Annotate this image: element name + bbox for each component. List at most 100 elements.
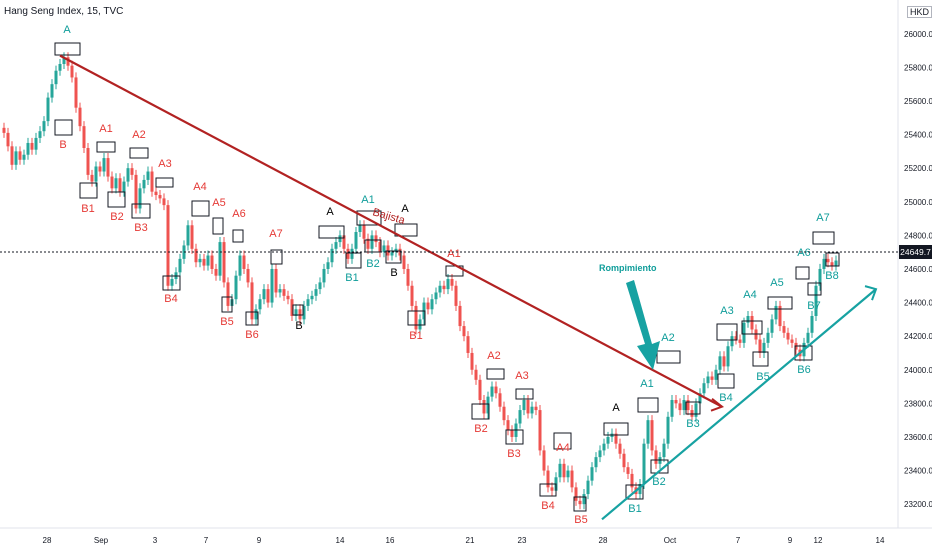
candle-body xyxy=(94,166,98,182)
candle-body xyxy=(114,178,118,189)
y-tick-label: 24400.0 xyxy=(904,299,932,308)
candle-body xyxy=(338,235,342,243)
candle-body xyxy=(26,142,30,155)
candle-body xyxy=(238,255,242,276)
wave-label: B4 xyxy=(164,293,177,305)
wave-label: B6 xyxy=(245,329,258,341)
candle-body xyxy=(362,225,366,239)
wave-label: A3 xyxy=(515,370,528,382)
candle-body xyxy=(406,268,410,286)
candle-body xyxy=(310,295,314,300)
x-tick-label: 9 xyxy=(788,536,793,545)
candle-body xyxy=(650,420,654,451)
candle-body xyxy=(822,258,826,269)
candle-body xyxy=(790,339,794,343)
candle-body xyxy=(578,500,582,505)
candle-body xyxy=(126,168,130,182)
candle-body xyxy=(498,393,502,407)
wave-box xyxy=(656,350,681,364)
candle-body xyxy=(430,299,434,310)
candle-body xyxy=(2,127,6,133)
candle-body xyxy=(322,268,326,283)
wave-box xyxy=(553,432,572,450)
annotation-boxes-layer xyxy=(54,42,840,512)
wave-box xyxy=(270,249,283,265)
wave-box xyxy=(162,275,181,291)
candle-body xyxy=(522,400,526,411)
wave-label: A xyxy=(326,206,334,218)
x-tick-label: 7 xyxy=(736,536,741,545)
wave-box xyxy=(825,252,840,267)
candle-body xyxy=(366,238,370,249)
wave-label: B3 xyxy=(134,222,147,234)
wave-box xyxy=(54,119,73,136)
alcista-trendline xyxy=(601,288,877,521)
candle-body xyxy=(682,400,686,411)
candle-body xyxy=(170,279,174,286)
rompimiento-label: Rompimiento xyxy=(599,263,657,273)
candle-body xyxy=(142,179,146,189)
candle-body xyxy=(718,356,722,370)
wave-label: A2 xyxy=(132,129,145,141)
wave-box xyxy=(292,304,304,316)
candle-body xyxy=(586,480,590,495)
wave-box xyxy=(155,177,174,188)
x-tick-label: 28 xyxy=(43,536,52,545)
candle-body xyxy=(254,309,258,320)
candle-body xyxy=(606,436,610,444)
wave-box xyxy=(232,229,244,243)
candle-body xyxy=(122,181,126,192)
candle-body xyxy=(82,126,86,148)
wave-box xyxy=(79,182,98,199)
candle-body xyxy=(154,191,158,196)
candle-body xyxy=(442,285,446,290)
wave-label: B1 xyxy=(628,503,641,515)
candle-body xyxy=(190,225,194,249)
candle-body xyxy=(714,369,718,380)
candle-body xyxy=(446,279,450,290)
candle-body xyxy=(246,268,250,283)
candle-body xyxy=(470,352,474,370)
wave-label: A2 xyxy=(661,332,674,344)
candle-body xyxy=(62,57,66,64)
candle-body xyxy=(206,255,210,266)
wave-box xyxy=(212,217,224,235)
candle-body xyxy=(710,376,714,380)
candle-body xyxy=(66,57,70,66)
x-axis: 28 Sep 3 7 9 14 16 21 23 28 Oct 7 9 12 14 xyxy=(0,527,932,545)
candles-layer xyxy=(2,52,838,510)
y-tick-label: 24000.0 xyxy=(904,366,932,375)
wave-label: B7 xyxy=(807,300,820,312)
chart-title: Hang Seng Index, 15, TVC xyxy=(4,6,124,17)
wave-label: B xyxy=(390,267,397,279)
wave-label: B3 xyxy=(686,418,699,430)
candle-body xyxy=(202,258,206,266)
wave-label: A1 xyxy=(99,123,112,135)
y-tick-label: 25000.0 xyxy=(904,198,932,207)
x-tick-label: 9 xyxy=(257,536,262,545)
candle-body xyxy=(374,235,378,243)
candle-body xyxy=(746,316,750,323)
candle-body xyxy=(670,400,674,417)
wave-box xyxy=(407,310,426,326)
wave-box xyxy=(96,141,116,153)
wave-box xyxy=(356,210,382,226)
candle-body xyxy=(678,403,682,411)
candle-body xyxy=(490,386,494,397)
wave-box xyxy=(767,296,793,310)
candle-body xyxy=(458,305,462,327)
candle-body xyxy=(318,282,322,290)
y-tick-label: 26000.0 xyxy=(904,30,932,39)
candle-body xyxy=(86,148,90,175)
candle-body xyxy=(390,252,394,256)
x-tick-label: Sep xyxy=(94,536,109,545)
y-tick-label: 25400.0 xyxy=(904,131,932,140)
candle-body xyxy=(646,420,650,444)
candle-body xyxy=(546,470,550,488)
wave-label: A4 xyxy=(193,181,206,193)
candle-body xyxy=(614,433,618,444)
candle-body xyxy=(526,400,530,414)
candle-body xyxy=(594,457,598,468)
wave-box xyxy=(716,323,738,341)
